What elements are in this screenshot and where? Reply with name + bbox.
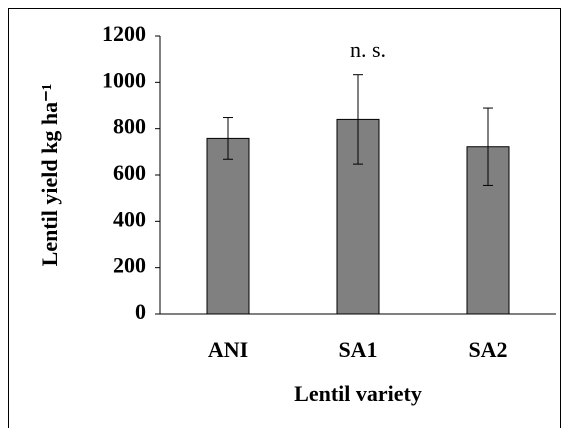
y-tick-label: 1000 bbox=[102, 67, 146, 92]
y-tick-label: 1200 bbox=[102, 21, 146, 46]
frame bbox=[8, 8, 561, 428]
annotation: n. s. bbox=[350, 37, 386, 62]
y-tick-label: 400 bbox=[113, 206, 146, 231]
y-axis-label: Lentil yield kg ha⁻¹ bbox=[37, 84, 62, 267]
y-tick-label: 200 bbox=[113, 253, 146, 278]
y-tick-label: 0 bbox=[135, 299, 146, 324]
error-bar bbox=[483, 107, 493, 186]
x-tick-label: SA2 bbox=[468, 337, 507, 362]
x-tick-label: SA1 bbox=[338, 337, 377, 362]
x-tick-label: ANI bbox=[208, 337, 248, 362]
error-bar bbox=[353, 74, 363, 165]
error-bar bbox=[223, 117, 233, 160]
x-axis-label: Lentil variety bbox=[294, 381, 422, 406]
y-tick-label: 600 bbox=[113, 160, 146, 185]
y-tick-label: 800 bbox=[113, 114, 146, 139]
bar bbox=[206, 137, 250, 315]
